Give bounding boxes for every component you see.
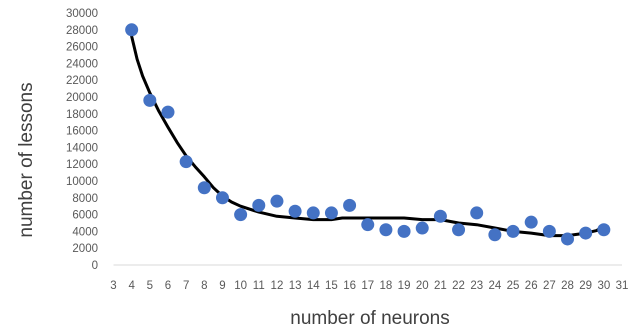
x-tick-label: 26 <box>525 280 538 292</box>
y-axis-tick-labels: 0 2000 4000 6000 8000 10000 12000 14000 16000 180… <box>66 8 98 272</box>
data-points <box>125 23 611 246</box>
data-point <box>561 232 575 246</box>
data-point <box>579 226 593 240</box>
data-point <box>252 198 266 212</box>
x-tick-label: 18 <box>380 280 393 292</box>
data-point <box>179 155 193 169</box>
data-point <box>397 224 411 238</box>
y-tick-label: 6000 <box>72 210 98 222</box>
x-tick-label: 10 <box>234 280 247 292</box>
x-tick-label: 30 <box>597 280 610 292</box>
x-tick-label: 24 <box>488 280 501 292</box>
data-point <box>288 204 302 218</box>
data-point <box>143 93 157 107</box>
data-point <box>488 228 502 242</box>
x-tick-label: 15 <box>325 280 338 292</box>
data-point <box>433 209 447 223</box>
data-point <box>215 191 229 205</box>
y-tick-label: 0 <box>92 260 98 272</box>
y-tick-label: 16000 <box>66 126 98 138</box>
y-tick-label: 20000 <box>66 92 98 104</box>
data-point <box>161 105 175 119</box>
x-tick-label: 5 <box>147 280 153 292</box>
y-axis-title: number of lessons <box>16 82 37 237</box>
data-point <box>306 206 320 220</box>
x-tick-label: 31 <box>616 280 629 292</box>
x-tick-label: 23 <box>470 280 483 292</box>
y-tick-label: 10000 <box>66 176 98 188</box>
x-tick-label: 28 <box>561 280 574 292</box>
x-tick-label: 22 <box>452 280 465 292</box>
data-point <box>343 198 357 212</box>
y-tick-label: 8000 <box>72 193 98 205</box>
data-point <box>379 223 393 237</box>
data-point <box>524 215 538 229</box>
x-tick-label: 13 <box>289 280 302 292</box>
x-tick-label: 11 <box>253 280 265 292</box>
x-tick-label: 16 <box>343 280 356 292</box>
y-tick-label: 26000 <box>66 42 98 54</box>
y-tick-label: 12000 <box>66 159 98 171</box>
data-point <box>270 194 284 208</box>
x-tick-label: 4 <box>128 280 135 292</box>
x-axis-title: number of neurons <box>290 308 450 329</box>
y-tick-label: 28000 <box>66 25 98 37</box>
x-tick-label: 12 <box>271 280 284 292</box>
data-point <box>125 23 139 37</box>
data-point <box>470 206 484 220</box>
y-tick-label: 4000 <box>72 226 98 238</box>
data-point <box>506 224 520 238</box>
x-tick-label: 20 <box>416 280 429 292</box>
data-point <box>452 223 466 237</box>
data-point <box>597 223 611 237</box>
x-tick-label: 19 <box>398 280 411 292</box>
y-tick-label: 30000 <box>66 8 98 20</box>
data-point <box>542 224 556 238</box>
data-point <box>361 218 375 232</box>
y-tick-label: 18000 <box>66 109 98 121</box>
x-tick-label: 17 <box>361 280 374 292</box>
x-tick-label: 14 <box>307 280 320 292</box>
x-axis-tick-labels: 3 4 5 6 7 8 9 10 11 12 13 14 15 16 17 18 19 20 21 22 23 24 25 2… <box>110 280 628 292</box>
y-tick-label: 2000 <box>72 243 98 255</box>
x-tick-label: 29 <box>579 280 592 292</box>
y-tick-label: 24000 <box>66 58 98 70</box>
y-tick-label: 14000 <box>66 142 98 154</box>
x-tick-label: 25 <box>507 280 520 292</box>
y-tick-label: 22000 <box>66 75 98 87</box>
data-point <box>197 181 211 195</box>
data-point <box>234 208 248 222</box>
x-tick-label: 3 <box>110 280 116 292</box>
trend-line <box>130 35 606 238</box>
data-point <box>415 221 429 235</box>
x-tick-label: 6 <box>165 280 171 292</box>
x-tick-label: 7 <box>183 280 189 292</box>
data-point <box>324 206 338 220</box>
x-tick-label: 9 <box>219 280 225 292</box>
x-tick-label: 27 <box>543 280 556 292</box>
x-tick-label: 8 <box>201 280 207 292</box>
x-tick-label: 21 <box>434 280 447 292</box>
